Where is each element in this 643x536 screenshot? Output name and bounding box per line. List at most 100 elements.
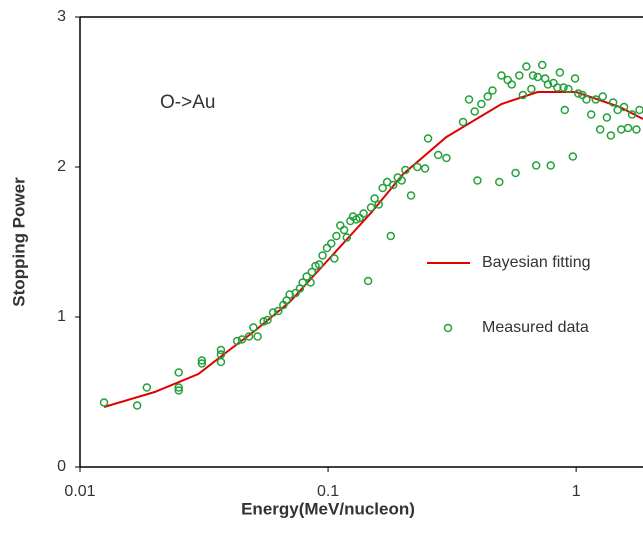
data-point bbox=[488, 86, 497, 95]
data-point bbox=[477, 99, 486, 109]
data-point bbox=[318, 251, 327, 260]
data-point bbox=[263, 315, 272, 325]
data-point bbox=[598, 92, 607, 101]
annotation: O->Au bbox=[160, 92, 215, 113]
data-point bbox=[216, 357, 226, 367]
data-point bbox=[483, 92, 492, 101]
data-point bbox=[531, 161, 541, 170]
data-point bbox=[442, 153, 451, 163]
data-point bbox=[249, 323, 258, 332]
y-tick-label: 3 bbox=[57, 8, 66, 25]
legend-label: Bayesian fitting bbox=[482, 254, 591, 271]
y-tick-label: 2 bbox=[57, 158, 66, 175]
data-point bbox=[174, 368, 183, 377]
data-point bbox=[359, 209, 368, 218]
data-point bbox=[174, 386, 183, 395]
legend-swatch bbox=[443, 323, 453, 333]
data-point bbox=[537, 60, 547, 70]
data-point bbox=[555, 68, 565, 77]
data-point bbox=[623, 123, 633, 133]
data-point bbox=[363, 276, 373, 286]
data-point bbox=[568, 152, 578, 161]
data-point bbox=[528, 71, 538, 80]
data-point bbox=[370, 194, 379, 203]
y-tick-label: 1 bbox=[57, 308, 66, 325]
data-point bbox=[533, 72, 542, 82]
data-point bbox=[619, 102, 629, 112]
data-point bbox=[543, 80, 553, 89]
data-point bbox=[307, 267, 317, 277]
data-point bbox=[413, 162, 422, 172]
data-point bbox=[197, 356, 207, 365]
data-point bbox=[142, 383, 152, 392]
data-point bbox=[511, 168, 520, 178]
data-point bbox=[632, 125, 641, 134]
data-point bbox=[259, 317, 268, 326]
data-point bbox=[274, 306, 283, 316]
data-point bbox=[401, 165, 410, 175]
data-point bbox=[515, 71, 524, 80]
data-point bbox=[423, 134, 433, 143]
data-point bbox=[595, 125, 605, 134]
y-axis-title: Stopping Power bbox=[9, 177, 28, 307]
data-point bbox=[330, 254, 339, 263]
data-point bbox=[298, 278, 307, 287]
data-point bbox=[560, 105, 570, 115]
data-point bbox=[627, 110, 637, 119]
data-point bbox=[302, 272, 311, 281]
x-tick-label: 1 bbox=[572, 483, 581, 500]
data-point bbox=[237, 335, 247, 344]
x-tick-label: 0.1 bbox=[317, 483, 339, 500]
data-point bbox=[253, 332, 262, 341]
x-tick-label: 0.01 bbox=[64, 483, 95, 500]
data-point bbox=[570, 74, 580, 83]
data-point bbox=[464, 95, 474, 104]
data-point bbox=[635, 105, 643, 115]
data-point bbox=[99, 398, 109, 407]
data-point bbox=[322, 243, 332, 253]
data-point bbox=[327, 239, 336, 248]
data-point bbox=[606, 131, 616, 140]
data-point bbox=[564, 84, 573, 94]
data-point bbox=[473, 176, 482, 185]
data-point bbox=[244, 332, 254, 341]
data-point bbox=[497, 71, 506, 80]
data-point bbox=[374, 200, 383, 209]
data-point bbox=[582, 95, 591, 104]
data-point bbox=[232, 336, 242, 346]
data-point bbox=[336, 221, 345, 230]
data-point bbox=[268, 308, 278, 317]
data-point bbox=[522, 62, 531, 71]
data-point bbox=[458, 117, 468, 127]
data-point bbox=[216, 345, 226, 355]
data-point bbox=[378, 183, 387, 193]
fit-line bbox=[103, 91, 643, 408]
x-axis-title: Energy(MeV/nucleon) bbox=[241, 499, 415, 518]
data-point bbox=[591, 95, 601, 104]
data-point bbox=[495, 177, 504, 187]
data-point bbox=[332, 231, 341, 241]
data-point bbox=[546, 161, 555, 170]
data-point bbox=[174, 383, 183, 392]
data-point bbox=[366, 203, 376, 212]
data-point bbox=[132, 401, 142, 410]
data-point bbox=[433, 150, 443, 160]
data-point bbox=[470, 107, 479, 116]
data-point bbox=[397, 176, 406, 185]
data-point bbox=[306, 278, 315, 287]
data-point bbox=[388, 180, 398, 190]
data-point bbox=[339, 225, 349, 235]
data-point bbox=[608, 98, 618, 107]
y-tick-label: 0 bbox=[57, 458, 66, 475]
data-point bbox=[586, 110, 596, 119]
data-point bbox=[420, 164, 430, 173]
data-point bbox=[559, 83, 568, 92]
data-point bbox=[386, 231, 396, 241]
data-point bbox=[406, 191, 416, 200]
data-point bbox=[527, 84, 536, 94]
data-point bbox=[507, 80, 516, 89]
data-point bbox=[342, 233, 352, 242]
data-point bbox=[574, 89, 583, 98]
data-point bbox=[197, 359, 207, 368]
